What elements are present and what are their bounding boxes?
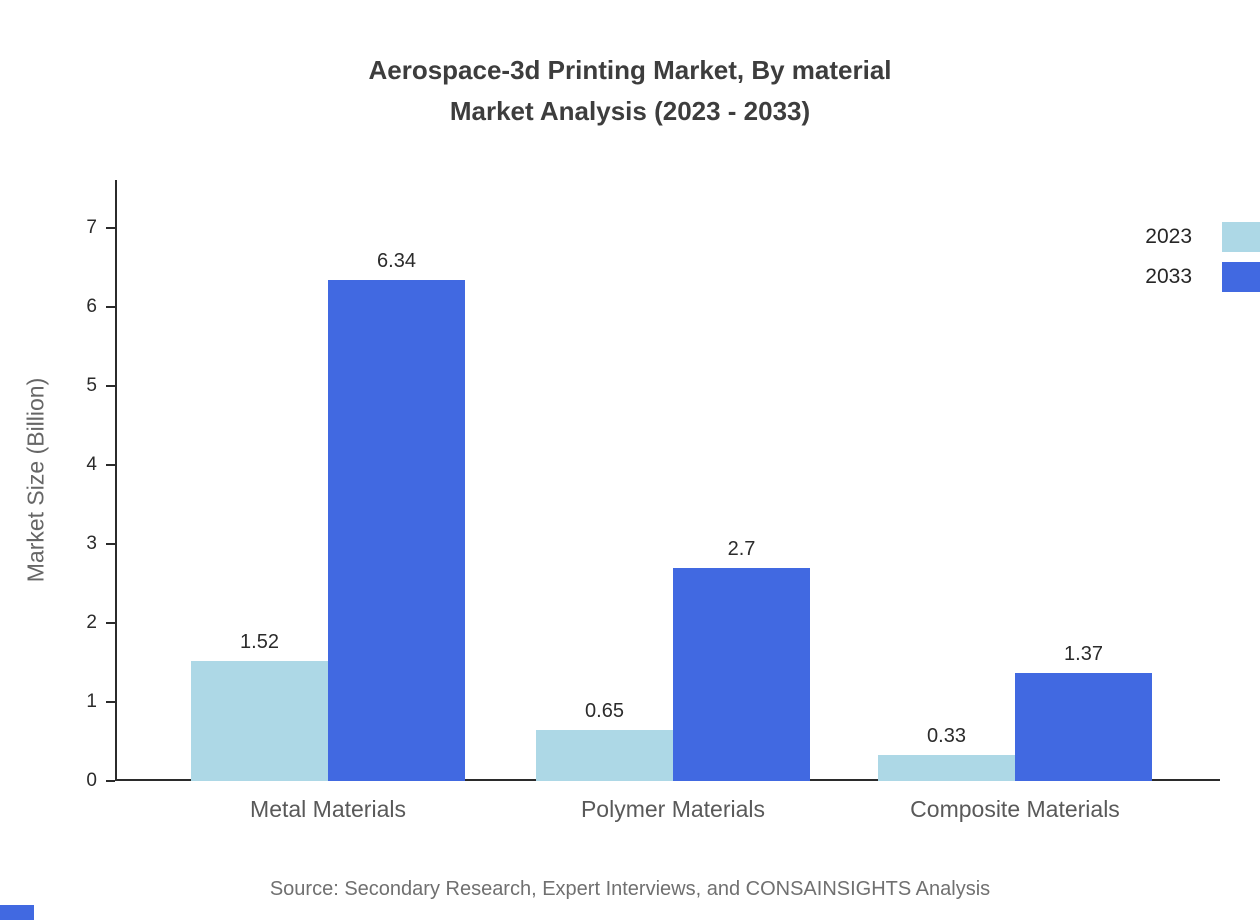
chart-title-line1: Aerospace-3d Printing Market, By materia… — [368, 55, 892, 85]
chart-title-line2: Market Analysis (2023 - 2033) — [449, 96, 811, 126]
bar-2023-polymer-materials — [536, 730, 673, 781]
y-axis-tick — [106, 227, 115, 229]
y-tick-label: 7 — [86, 217, 97, 238]
chart-title: Aerospace-3d Printing Market, By materia… — [0, 50, 1260, 132]
legend-swatch — [1222, 262, 1260, 292]
y-axis-tick — [106, 464, 115, 466]
bar-value-label: 2.7 — [727, 538, 756, 560]
legend-label: 2023 — [1145, 225, 1192, 248]
y-tick-label: 2 — [86, 612, 97, 633]
y-tick-label: 0 — [86, 770, 97, 791]
y-axis-tick — [106, 385, 115, 387]
bar-2033-composite-materials — [1015, 673, 1152, 781]
bar-value-label: 1.37 — [1064, 643, 1103, 665]
y-axis-tick — [106, 543, 115, 545]
y-axis-tick — [106, 306, 115, 308]
y-tick-label: 6 — [86, 296, 97, 317]
y-tick-label: 3 — [86, 533, 97, 554]
bar-value-label: 0.65 — [585, 700, 624, 722]
plot-area: 0 1 2 3 4 5 6 7 1.52 6.34 Metal Materials 0.65 2.7 Po… — [86, 180, 1220, 822]
y-axis-title: Market Size (Billion) — [22, 377, 49, 583]
y-tick-label: 1 — [86, 691, 97, 712]
y-axis-tick — [106, 622, 115, 624]
x-category-label: Composite Materials — [910, 796, 1120, 822]
bar-value-label: 0.33 — [927, 725, 966, 747]
bar-2023-metal-materials — [191, 661, 328, 781]
bar-value-label: 6.34 — [377, 250, 416, 272]
legend-label: 2033 — [1145, 265, 1192, 288]
bar-2033-metal-materials — [328, 280, 465, 781]
legend-item-2023: 2023 — [1145, 222, 1260, 252]
y-axis-tick — [106, 701, 115, 703]
legend-item-2033: 2033 — [1145, 262, 1260, 292]
source-text: Source: Secondary Research, Expert Inter… — [269, 878, 991, 900]
bar-2033-polymer-materials — [673, 568, 810, 781]
y-tick-label: 4 — [86, 454, 97, 475]
brand-corner-mark — [0, 905, 34, 920]
y-tick-label: 5 — [86, 375, 97, 396]
legend-swatch — [1222, 222, 1260, 252]
y-axis-tick — [106, 780, 115, 782]
x-category-label: Polymer Materials — [580, 796, 766, 822]
x-category-label: Metal Materials — [250, 796, 406, 822]
bar-value-label: 1.52 — [240, 631, 279, 653]
bar-2023-composite-materials — [878, 755, 1015, 781]
legend: 2023 2033 — [1145, 222, 1260, 302]
